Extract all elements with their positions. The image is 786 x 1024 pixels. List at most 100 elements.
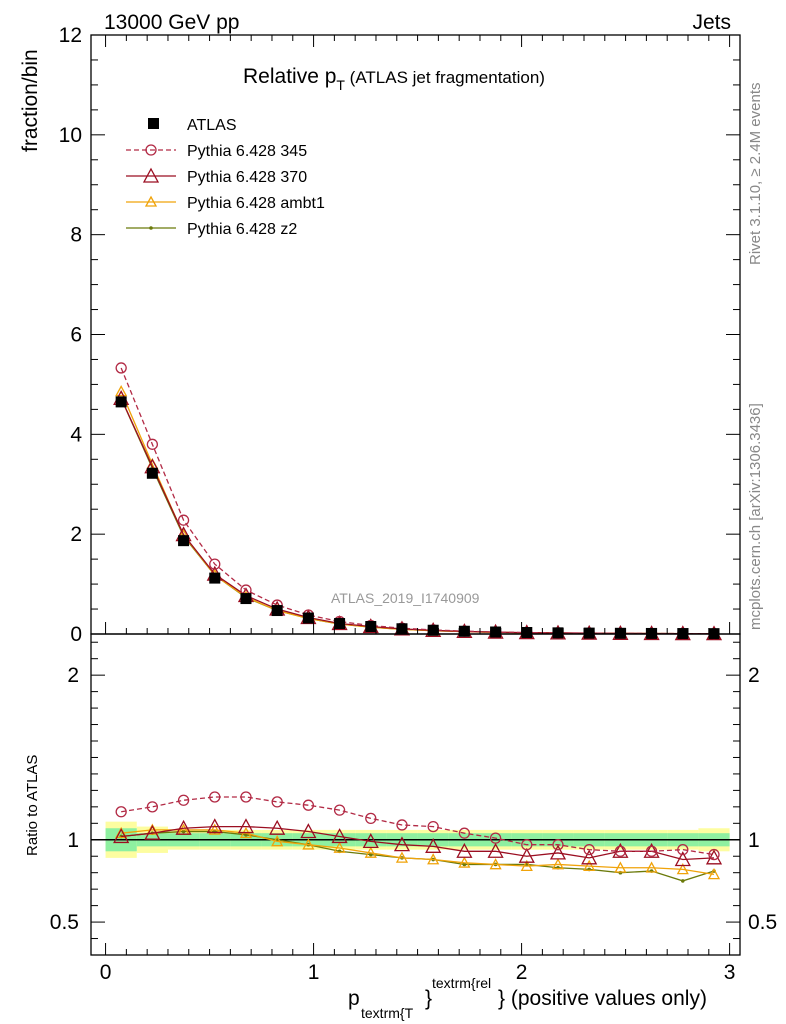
- ratio-tick-label: 1: [67, 829, 79, 852]
- ratio-data-point: [552, 839, 564, 851]
- y-axis-title: fraction/bin: [19, 49, 42, 152]
- ratio-data-point: [462, 862, 467, 867]
- ratio-data-point: [395, 851, 409, 863]
- ratio-data-point: [333, 804, 346, 816]
- ratio-tick-label: 2: [67, 664, 79, 687]
- ratio-data-point: [146, 801, 159, 813]
- ratio-data-point: [177, 794, 190, 806]
- x-title-sub: textrm{T: [361, 1005, 414, 1021]
- ratio-data-point: [425, 837, 442, 853]
- ratio-data-point: [521, 839, 533, 851]
- plot-title: Relative pT (ATLAS jet fragmentation): [243, 65, 545, 93]
- x-tick-label: 1: [308, 961, 320, 984]
- ratio-data-point: [583, 843, 595, 856]
- header-energy-label: 13000 GeV pp: [104, 11, 239, 34]
- main-data-point: [521, 627, 533, 639]
- y-tick-label: 2: [70, 523, 82, 546]
- ratio-data-point: [489, 832, 502, 844]
- ratio-data-point: [302, 838, 315, 850]
- ratio-data-point: [458, 856, 471, 868]
- analysis-watermark: ATLAS_2019_I1740909: [331, 590, 480, 606]
- ratio-data-point: [144, 824, 161, 840]
- ratio-data-point: [208, 823, 221, 835]
- main-data-point: [146, 438, 159, 450]
- main-data-point: [177, 514, 190, 526]
- ratio-tick-label-right: 0.5: [748, 911, 777, 934]
- ratio-data-point: [175, 819, 192, 835]
- ratio-data-point: [300, 823, 317, 839]
- ratio-data-point: [269, 819, 286, 835]
- ratio-data-point: [645, 845, 658, 857]
- ratio-band: [91, 821, 740, 858]
- main-data-point: [396, 623, 408, 635]
- ratio-data-point: [518, 847, 535, 863]
- y-tick-label: 6: [70, 324, 82, 347]
- ratio-data-point: [674, 851, 691, 867]
- x-title-sup: textrm{rel: [432, 975, 491, 991]
- ratio-data-point: [581, 849, 598, 865]
- x-title-rest: } (positive values only): [498, 987, 707, 1010]
- x-axis-title: p textrm{T } textrm{rel } (positive valu…: [348, 975, 707, 1021]
- ratio-data-point: [427, 820, 439, 833]
- ratio-series-1: [115, 791, 720, 861]
- legend-atlas-marker: [148, 118, 159, 129]
- ratio-data-point: [115, 806, 127, 818]
- main-data-point: [490, 626, 502, 638]
- ratio-data-point: [456, 842, 473, 858]
- legend-atlas-label: ATLAS: [187, 117, 237, 134]
- main-data-point: [427, 624, 439, 636]
- ratio-data-point: [362, 833, 379, 849]
- title-main: Relative p: [243, 65, 336, 88]
- ratio-data-point: [551, 858, 565, 870]
- legend-370-label: Pythia 6.428 370: [187, 169, 307, 186]
- title-sub: T: [336, 77, 345, 93]
- ratio-data-point: [708, 848, 720, 861]
- main-data-point: [209, 558, 221, 570]
- ratio-data-point: [396, 819, 408, 831]
- main-data-point: [365, 621, 377, 633]
- ratio-plot-frame: [90, 633, 741, 956]
- ratio-data-point: [364, 846, 377, 858]
- main-data-point: [334, 618, 346, 630]
- ratio-data-point: [209, 791, 221, 803]
- ratio-data-point: [393, 836, 411, 852]
- ratio-data-point: [271, 835, 284, 847]
- ratio-axis-title: Ratio to ATLAS: [24, 755, 41, 856]
- ratio-data-point: [614, 845, 627, 857]
- main-data-point: [552, 627, 564, 639]
- main-data-point: [458, 625, 470, 637]
- ratio-data-point: [487, 842, 504, 858]
- y-tick-label: 4: [70, 423, 82, 446]
- ratio-tick-label-right: 2: [748, 664, 760, 687]
- title-rest: (ATLAS jet fragmentation): [345, 68, 545, 87]
- main-data-point: [115, 396, 127, 408]
- ratio-data-point: [680, 879, 685, 883]
- ratio-data-point: [302, 799, 315, 811]
- ratio-data-point: [489, 858, 502, 870]
- legend: ATLAS Pythia 6.428 345 Pythia 6.428 370 …: [126, 117, 325, 238]
- ratio-data-point: [676, 863, 689, 875]
- main-data-point: [614, 627, 626, 639]
- ratio-tick-label-right: 1: [748, 829, 760, 852]
- x-tick-label: 2: [516, 961, 528, 984]
- ratio-data-point: [365, 812, 377, 825]
- legend-z2-marker: [149, 226, 153, 230]
- x-title-p: p: [348, 987, 360, 1010]
- y-tick-label: 12: [59, 24, 82, 47]
- y-tick-label: 0: [70, 623, 82, 646]
- x-title-close: }: [425, 987, 432, 1010]
- ratio-data-point: [237, 818, 255, 834]
- ratio-data-point: [583, 859, 596, 872]
- y-tick-label: 10: [59, 124, 82, 147]
- main-data-point: [115, 385, 128, 397]
- ratio-data-point: [677, 843, 689, 856]
- legend-ambt1-marker: [144, 195, 158, 207]
- ratio-data-point: [427, 853, 440, 865]
- ratio-data-point: [240, 791, 252, 803]
- ratio-tick-label: 0.5: [50, 911, 79, 934]
- legend-ambt1-label: Pythia 6.428 ambt1: [187, 195, 325, 212]
- ratio-series-group: [113, 791, 723, 883]
- x-tick-label: 0: [100, 961, 112, 984]
